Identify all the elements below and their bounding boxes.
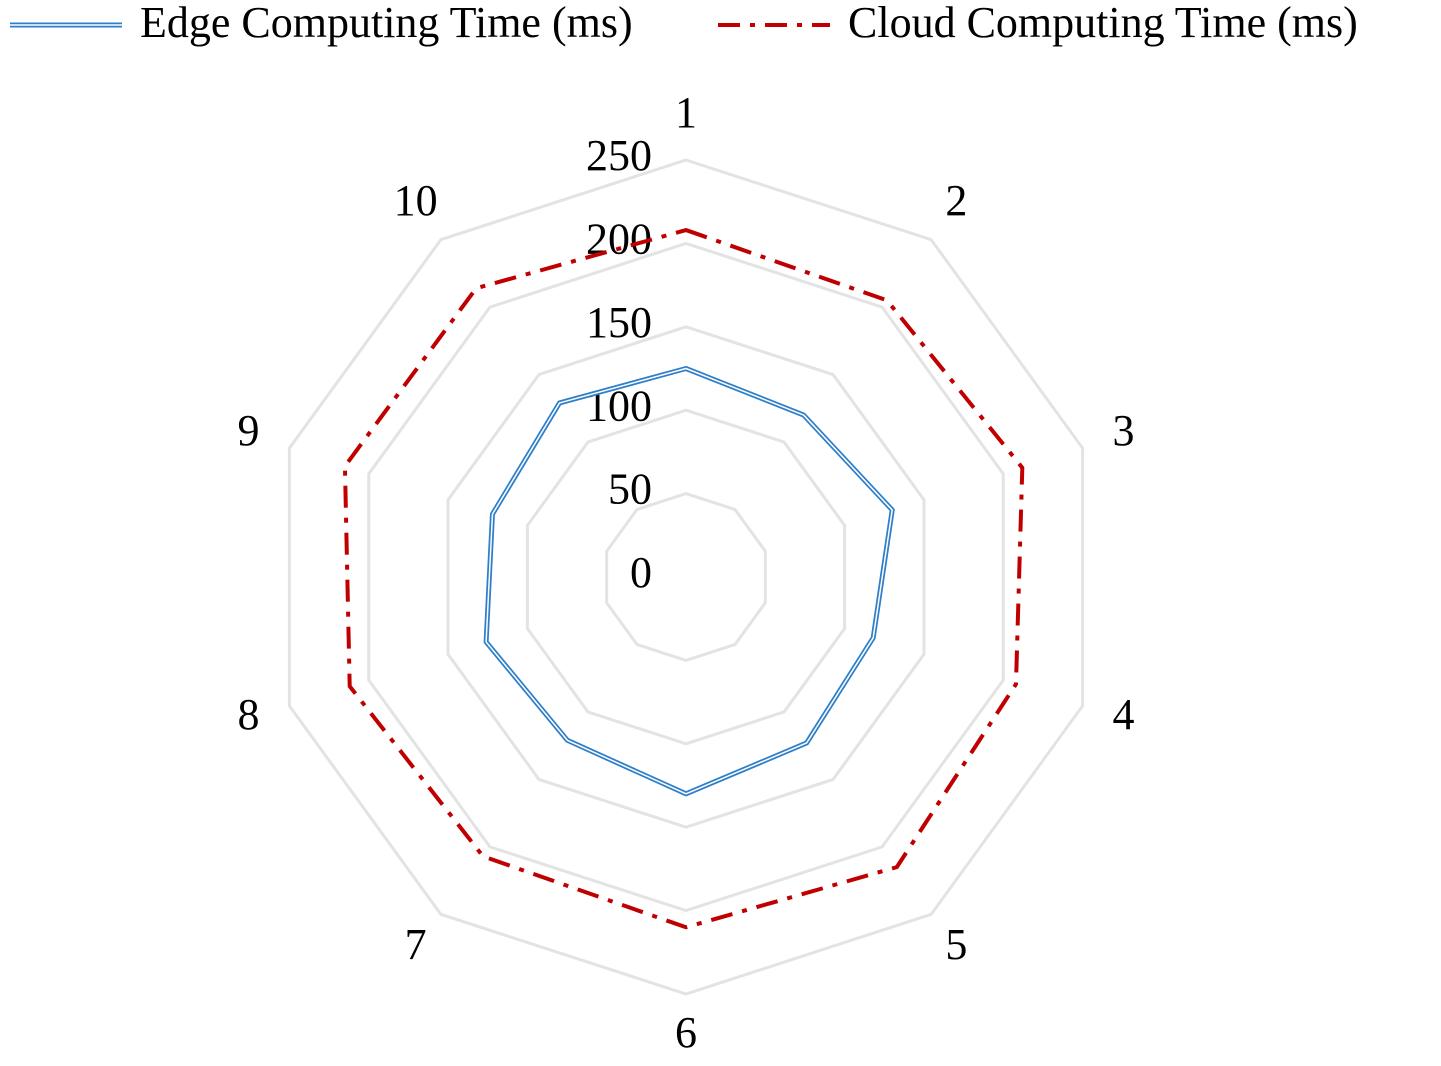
category-label: 8 (238, 690, 260, 739)
r-tick-label: 250 (586, 131, 652, 180)
category-label: 2 (945, 176, 967, 225)
r-tick-label: 50 (608, 465, 652, 514)
series-line-inner (485, 367, 893, 795)
category-label: 10 (394, 176, 438, 225)
grid-ring (446, 325, 926, 829)
r-tick-label: 100 (586, 381, 652, 430)
grid-ring (287, 158, 1085, 996)
grid-ring (367, 241, 1005, 913)
series-line (342, 228, 1025, 930)
legend-label: Cloud Computing Time (ms) (848, 0, 1358, 47)
category-label: 9 (238, 406, 260, 455)
category-label: 4 (1112, 690, 1134, 739)
category-label: 7 (405, 920, 427, 969)
r-tick-label: 150 (586, 298, 652, 347)
category-label: 3 (1112, 406, 1134, 455)
grid-ring (525, 408, 847, 746)
series-line (483, 366, 895, 797)
category-label: 1 (675, 88, 697, 137)
category-label: 5 (945, 920, 967, 969)
legend-label: Edge Computing Time (ms) (140, 0, 633, 47)
r-tick-label: 0 (630, 548, 652, 597)
grid-ring (605, 492, 767, 662)
category-label: 6 (675, 1008, 697, 1057)
